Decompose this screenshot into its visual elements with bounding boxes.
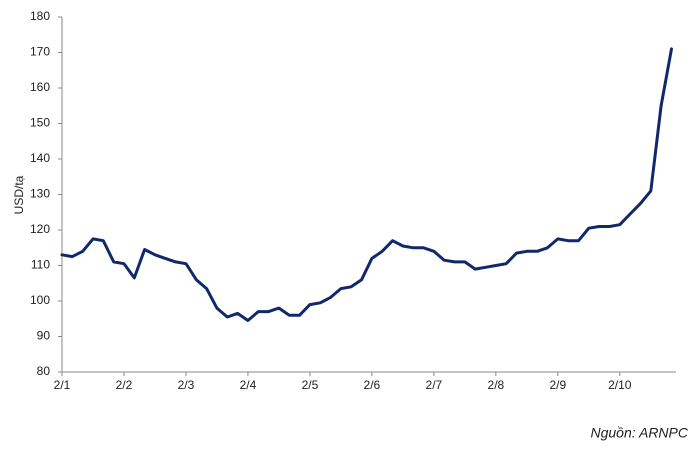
y-tick-label: 160 bbox=[30, 80, 50, 94]
x-tick-label: 2/2 bbox=[116, 378, 133, 392]
line bbox=[60, 47, 673, 322]
y-tick-label: 120 bbox=[30, 222, 50, 236]
y-tick-label: 170 bbox=[30, 45, 50, 59]
x-tick-label: 2/5 bbox=[302, 378, 319, 392]
y-tick-label: 100 bbox=[30, 293, 50, 307]
source-note: Nguồn: ARNPC bbox=[590, 425, 688, 441]
x-tick-label: 2/7 bbox=[426, 378, 443, 392]
y-tick-label: 140 bbox=[30, 151, 50, 165]
x-tick-label: 2/10 bbox=[608, 378, 632, 392]
x-tick-label: 2/3 bbox=[178, 378, 195, 392]
x-tick-label: 2/1 bbox=[54, 378, 71, 392]
y-tick-label: 80 bbox=[37, 364, 51, 378]
y-tick-label: 150 bbox=[30, 116, 50, 130]
y-axis-label: USD/tạ bbox=[12, 175, 26, 214]
x-tick-label: 2/9 bbox=[549, 378, 566, 392]
y-tick-label: 180 bbox=[30, 9, 50, 23]
x-tick-label: 2/4 bbox=[240, 378, 257, 392]
y-tick-label: 130 bbox=[30, 187, 50, 201]
x-tick-label: 2/8 bbox=[488, 378, 505, 392]
x-tick-label: 2/6 bbox=[364, 378, 381, 392]
y-tick-label: 110 bbox=[31, 258, 50, 272]
y-tick-label: 90 bbox=[37, 329, 51, 343]
